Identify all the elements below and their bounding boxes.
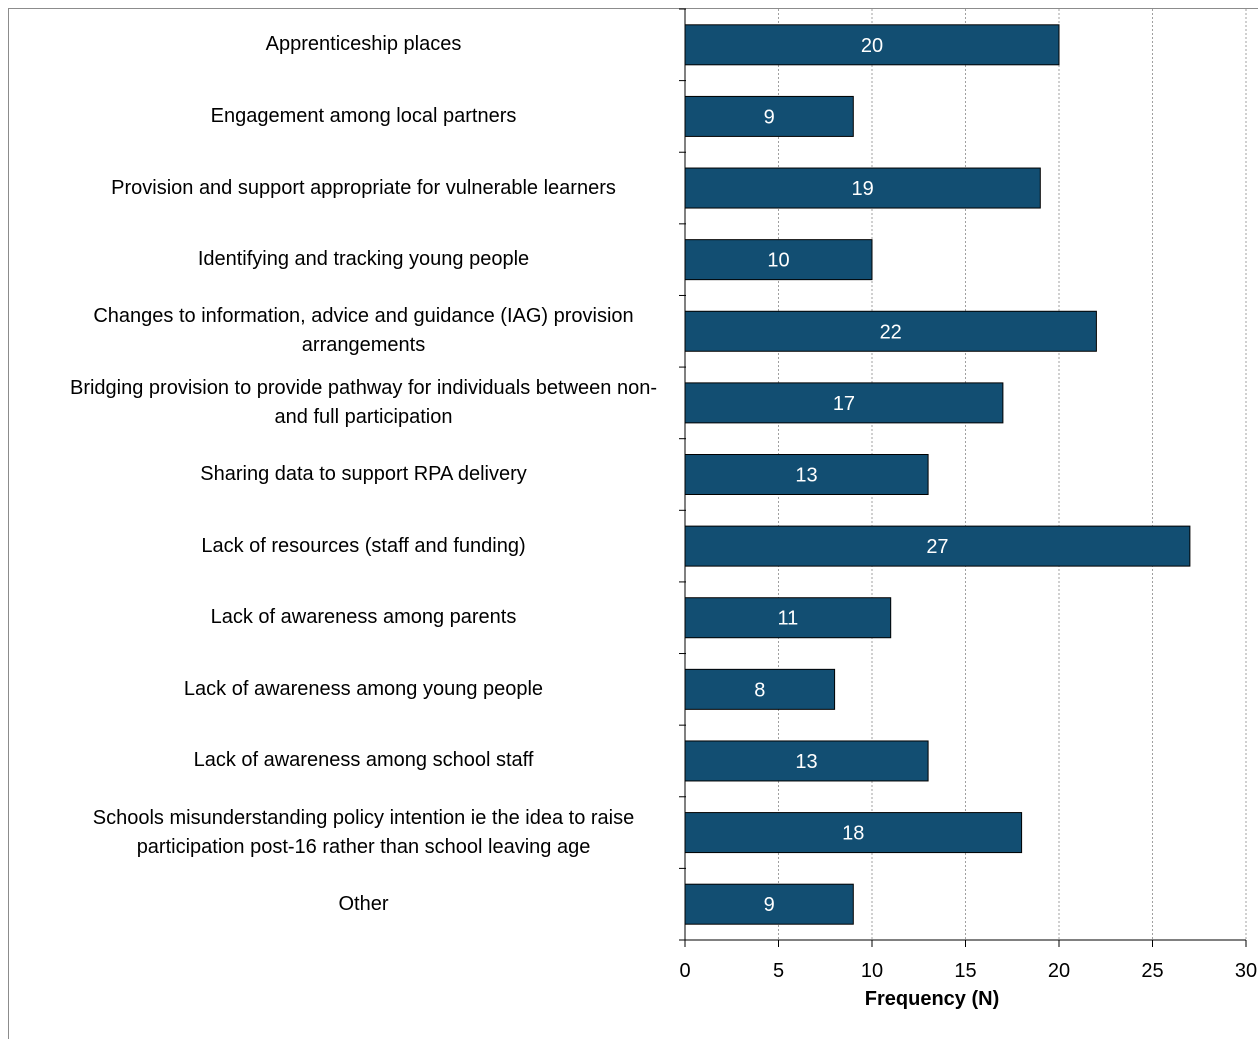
bar: [684, 382, 1004, 424]
category-label-text: Changes to information, advice and guida…: [93, 305, 634, 357]
chart-frame: [8, 8, 1258, 1039]
category-label-text: Identifying and tracking young people: [197, 248, 530, 271]
category-label: Lack of awareness among young people: [60, 644, 667, 734]
bar: [684, 24, 1060, 66]
category-label: Lack of resources (staff and funding): [60, 501, 667, 591]
bar: [684, 668, 836, 710]
category-label: Apprenticeship places: [60, 0, 667, 90]
category-label-text: Lack of awareness among school staff: [193, 749, 534, 772]
data-label: 27: [926, 536, 948, 558]
bar: [684, 95, 854, 137]
data-label: 22: [880, 321, 902, 343]
category-label-text: Apprenticeship places: [265, 33, 462, 56]
category-label-text: Other: [338, 892, 389, 915]
x-axis-title: Frequency (N): [864, 988, 1000, 1010]
category-label: Bridging provision to provide pathway fo…: [60, 358, 667, 448]
category-label: Provision and support appropriate for vu…: [60, 143, 667, 233]
data-label: 17: [833, 393, 855, 415]
data-label: 19: [852, 178, 874, 200]
category-label-text: Engagement among local partners: [210, 104, 517, 127]
category-label-text: Sharing data to support RPA delivery: [200, 463, 527, 485]
category-label: Lack of awareness among parents: [60, 573, 667, 663]
category-label: Schools misunderstanding policy intentio…: [60, 788, 667, 878]
x-tick-label: 15: [954, 960, 976, 982]
bar: [684, 525, 1191, 567]
data-label: 10: [767, 250, 789, 272]
data-label: 9: [764, 894, 775, 916]
data-label: 18: [842, 823, 864, 845]
bar: [684, 167, 1041, 209]
category-label: Other: [60, 859, 667, 949]
data-label: 9: [764, 106, 775, 128]
x-tick-label: 20: [1048, 960, 1070, 982]
data-label: 13: [795, 751, 817, 773]
data-label: 11: [777, 608, 798, 630]
x-tick-label: 0: [679, 960, 690, 982]
category-label-text: Provision and support appropriate for vu…: [111, 176, 616, 199]
category-label: Lack of awareness among school staff: [60, 716, 667, 806]
x-tick-label: 10: [861, 960, 883, 982]
data-label: 13: [795, 465, 817, 487]
data-label: 8: [754, 679, 765, 701]
bar: [684, 812, 1023, 854]
bar: [684, 883, 854, 925]
data-label: 20: [861, 35, 883, 57]
category-label: Changes to information, advice and guida…: [60, 286, 667, 376]
category-label-text: Lack of awareness among young people: [183, 677, 544, 700]
category-label: Sharing data to support RPA delivery: [60, 430, 667, 520]
x-tick-label: 5: [773, 960, 784, 982]
bar: [684, 597, 892, 639]
bar: [684, 310, 1097, 352]
bar: [684, 740, 929, 782]
bar: [684, 454, 929, 495]
category-label-text: Lack of resources (staff and funding): [201, 534, 526, 557]
x-tick-label: 30: [1235, 960, 1257, 982]
bar: [684, 239, 873, 281]
category-label-text: Lack of awareness among parents: [210, 606, 517, 629]
category-label: Identifying and tracking young people: [60, 215, 667, 305]
category-label: Engagement among local partners: [60, 71, 667, 161]
category-label-text: Schools misunderstanding policy intentio…: [92, 806, 635, 858]
x-tick-label: 25: [1141, 960, 1163, 982]
category-label-text: Bridging provision to provide pathway fo…: [69, 376, 657, 428]
